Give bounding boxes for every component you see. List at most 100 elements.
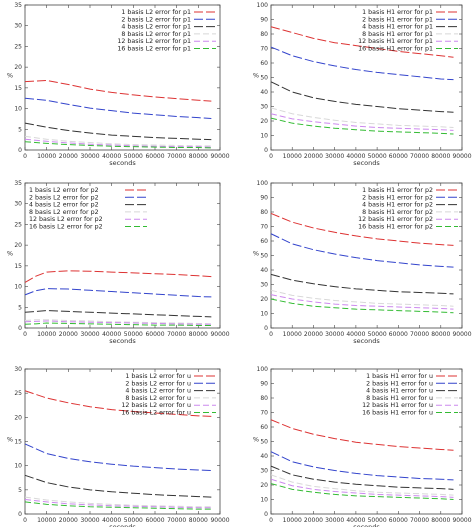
series-line-5: [24, 138, 212, 148]
x-tick-label: 50000: [368, 331, 387, 338]
series-line-6: [270, 483, 454, 500]
legend-label: 8 basis H1 error for u: [366, 395, 433, 402]
x-tick-label: 90000: [452, 331, 471, 338]
x-tick-label: 70000: [410, 153, 429, 160]
legend-label: 1 basis L2 error for u: [125, 373, 191, 380]
y-tick-label: 30: [260, 468, 268, 475]
legend-label: 8 basis L2 error for p1: [121, 31, 191, 38]
series-line-6: [270, 298, 454, 314]
y-tick-label: 0: [264, 147, 268, 154]
x-tick-label: 10000: [37, 331, 56, 338]
x-tick-label: 0: [269, 153, 273, 160]
series-line-3: [24, 474, 212, 498]
x-axis-label: seconds: [353, 337, 380, 345]
y-tick-label: 10: [260, 133, 268, 140]
y-tick-label: 15: [14, 85, 22, 92]
y-tick-label: 5: [18, 304, 22, 311]
x-tick-label: 10000: [283, 153, 302, 160]
x-axis-label: seconds: [353, 523, 380, 527]
series-line-2: [270, 46, 454, 81]
y-tick-label: 15: [14, 439, 22, 446]
legend-label: 2 basis L2 error for p2: [29, 194, 99, 201]
y-tick-label: 90: [260, 195, 268, 202]
x-tick-label: 50000: [368, 517, 387, 524]
legend-label: 8 basis H1 error for p1: [362, 31, 433, 38]
x-axis-label: seconds: [109, 159, 136, 167]
x-tick-label: 60000: [145, 517, 164, 524]
x-tick-label: 30000: [80, 331, 99, 338]
legend-label: 12 basis H1 error for p1: [358, 38, 433, 45]
series-line-6: [24, 322, 212, 327]
x-tick-label: 70000: [410, 331, 429, 338]
y-tick-label: 0: [18, 147, 22, 154]
y-tick-label: 60: [260, 238, 268, 245]
series-line-5: [24, 499, 212, 509]
x-tick-label: 40000: [346, 517, 365, 524]
legend-label: 1 basis H1 error for p2: [362, 187, 433, 194]
legend-label: 2 basis H1 error for u: [366, 380, 433, 387]
series-line-6: [24, 501, 212, 510]
x-tick-label: 20000: [304, 331, 323, 338]
series-line-3: [270, 81, 454, 113]
legend-label: 4 basis L2 error for p1: [121, 24, 191, 31]
x-tick-label: 90000: [210, 153, 229, 160]
x-tick-label: 0: [23, 517, 27, 524]
legend: 1 basis L2 error for p22 basis L2 error …: [29, 187, 147, 231]
legend: 1 basis L2 error for u2 basis L2 error f…: [121, 373, 216, 417]
x-tick-label: 90000: [452, 517, 471, 524]
y-tick-label: 15: [14, 263, 22, 270]
y-tick-label: 20: [260, 118, 268, 125]
y-tick-label: 0: [264, 325, 268, 332]
legend-label: 4 basis L2 error for u: [125, 388, 191, 395]
series-line-1: [24, 390, 212, 417]
legend-label: 16 basis H1 error for p1: [358, 46, 433, 53]
y-tick-label: 50: [260, 253, 268, 260]
x-tick-label: 20000: [59, 153, 78, 160]
y-tick-label: 30: [260, 104, 268, 111]
x-tick-label: 60000: [389, 331, 408, 338]
y-tick-label: 10: [260, 497, 268, 504]
x-tick-label: 20000: [304, 517, 323, 524]
legend-label: 4 basis H1 error for p2: [362, 202, 433, 209]
x-tick-label: 0: [23, 153, 27, 160]
legend: 1 basis H1 error for u2 basis H1 error f…: [362, 373, 458, 417]
x-tick-label: 60000: [389, 517, 408, 524]
y-tick-label: 100: [257, 2, 269, 9]
x-tick-label: 90000: [210, 331, 229, 338]
x-tick-label: 60000: [389, 153, 408, 160]
y-tick-label: 80: [260, 209, 268, 216]
x-tick-label: 70000: [167, 517, 186, 524]
legend: 1 basis H1 error for p22 basis H1 error …: [358, 187, 458, 231]
x-tick-label: 90000: [210, 517, 229, 524]
y-axis-label: %: [253, 250, 259, 258]
x-tick-label: 20000: [59, 331, 78, 338]
legend-label: 2 basis H1 error for p1: [362, 16, 433, 23]
y-tick-label: 30: [14, 366, 22, 373]
x-tick-label: 70000: [410, 517, 429, 524]
y-tick-label: 20: [14, 414, 22, 421]
y-tick-label: 50: [260, 439, 268, 446]
x-tick-label: 30000: [80, 517, 99, 524]
x-tick-label: 60000: [145, 331, 164, 338]
plot-frame: [24, 182, 221, 329]
y-tick-label: 35: [14, 180, 22, 187]
y-tick-label: 35: [14, 2, 22, 9]
y-tick-label: 70: [260, 224, 268, 231]
series-line-1: [270, 419, 454, 451]
x-tick-label: 30000: [80, 153, 99, 160]
legend-label: 8 basis H1 error for p2: [362, 209, 433, 216]
y-tick-label: 90: [260, 17, 268, 24]
legend-label: 2 basis H1 error for p2: [362, 194, 433, 201]
x-tick-label: 40000: [346, 153, 365, 160]
y-tick-label: 40: [260, 267, 268, 274]
legend-label: 12 basis H1 error for u: [362, 402, 433, 409]
x-tick-label: 10000: [37, 517, 56, 524]
legend-label: 4 basis L2 error for p2: [29, 202, 99, 209]
series-line-6: [24, 141, 212, 149]
y-tick-label: 0: [18, 511, 22, 518]
y-axis-label: %: [7, 72, 13, 80]
series-line-5: [270, 113, 454, 131]
x-tick-label: 10000: [283, 331, 302, 338]
